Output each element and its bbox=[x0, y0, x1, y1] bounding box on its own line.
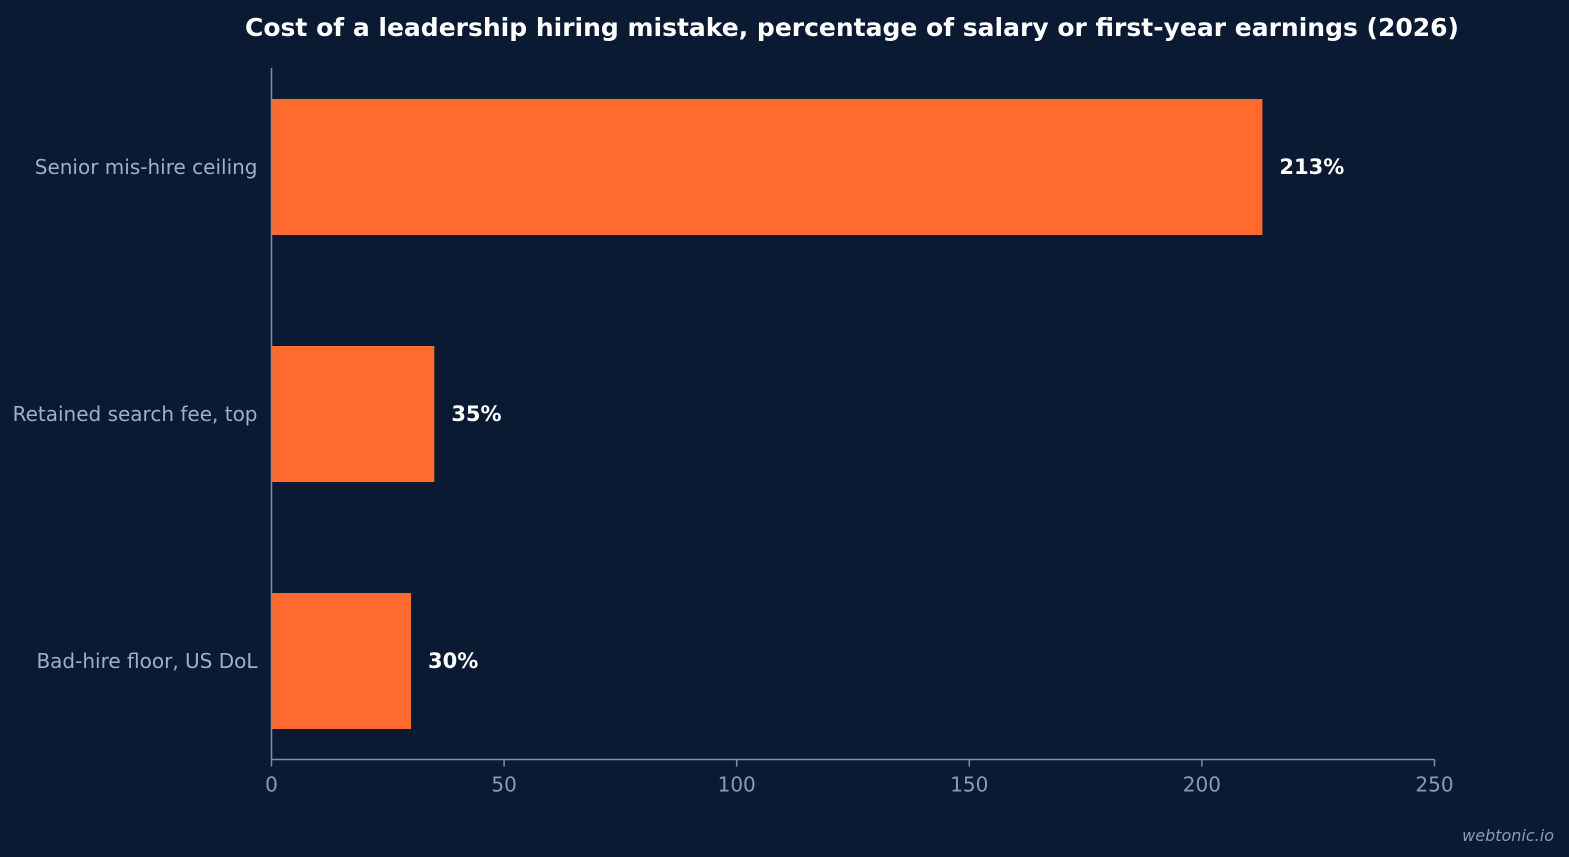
axes-layer: Senior mis-hire ceiling 213% Retained sear… bbox=[13, 68, 1454, 797]
x-tick-label-0: 0 bbox=[265, 773, 278, 797]
category-label-2: Bad-hire floor, US DoL bbox=[36, 649, 258, 673]
data-label-1: 35% bbox=[451, 402, 501, 426]
x-tick-label-3: 150 bbox=[950, 773, 988, 797]
category-label-0: Senior mis-hire ceiling bbox=[35, 155, 258, 179]
watermark-text: webtonic.io bbox=[1462, 826, 1554, 845]
bar-0 bbox=[271, 99, 1263, 235]
bar-1 bbox=[271, 346, 435, 482]
x-tick-label-5: 250 bbox=[1415, 773, 1453, 797]
bars-layer bbox=[271, 99, 1263, 729]
x-tick-label-1: 50 bbox=[491, 773, 516, 797]
x-tick-label-4: 200 bbox=[1183, 773, 1221, 797]
chart-title: Cost of a leadership hiring mistake, per… bbox=[245, 13, 1459, 42]
category-label-1: Retained search fee, top bbox=[13, 402, 258, 426]
bar-2 bbox=[271, 593, 412, 729]
data-label-0: 213% bbox=[1279, 155, 1344, 179]
data-label-2: 30% bbox=[428, 649, 478, 673]
x-tick-label-2: 100 bbox=[718, 773, 756, 797]
